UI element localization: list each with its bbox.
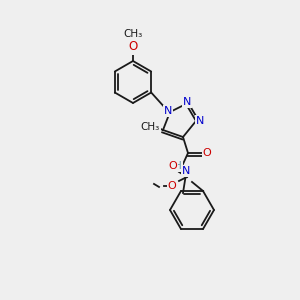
Text: CH₃: CH₃ xyxy=(123,29,142,39)
Text: N: N xyxy=(164,106,172,116)
Text: CH₃: CH₃ xyxy=(140,122,160,132)
Text: O: O xyxy=(202,148,211,158)
Text: N: N xyxy=(196,116,204,126)
Text: O: O xyxy=(168,181,176,191)
Text: H: H xyxy=(174,161,182,171)
Text: N: N xyxy=(182,166,190,176)
Text: N: N xyxy=(183,97,191,107)
Text: O: O xyxy=(128,40,138,53)
Text: O: O xyxy=(169,161,177,171)
